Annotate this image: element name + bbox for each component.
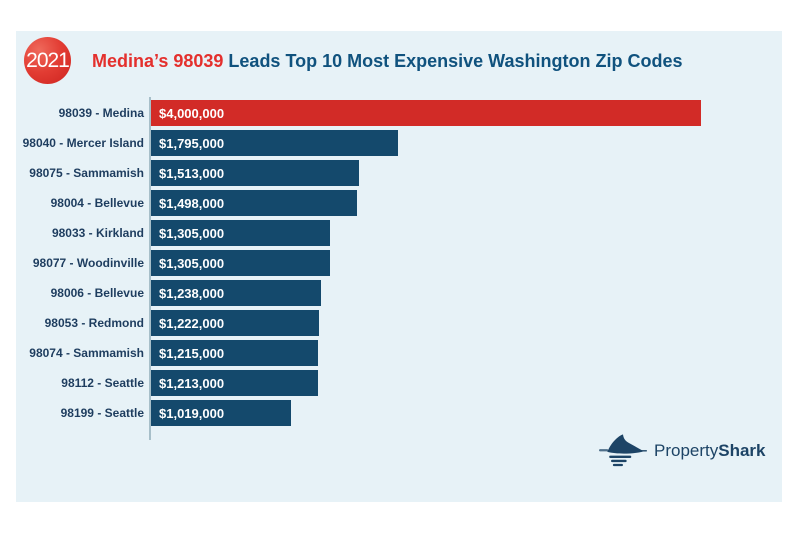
bar-category-label: 98053 - Redmond: [44, 316, 144, 330]
bar-category-label: 98033 - Kirkland: [51, 226, 144, 240]
bar-value-label: $1,238,000: [159, 285, 225, 301]
bar-track: $1,305,000: [151, 220, 701, 246]
bar: $1,222,000: [151, 310, 320, 336]
title-rest: Leads Top 10 Most Expensive Washington Z…: [228, 51, 683, 71]
bar-value-label: $1,305,000: [159, 225, 225, 241]
year-badge: 2021: [24, 37, 71, 84]
bar-category-label: 98077 - Woodinville: [32, 256, 144, 270]
bar-category-label: 98006 - Bellevue: [50, 286, 144, 300]
chart-row: 98077 - Woodinville $1,305,000: [16, 248, 782, 278]
bar-track: $4,000,000: [151, 100, 701, 126]
propertyshark-logo: PropertyShark: [599, 431, 766, 471]
title-highlight: Medina’s 98039: [92, 51, 224, 71]
bar-track: $1,215,000: [151, 340, 701, 366]
bar: $1,305,000: [151, 220, 331, 246]
chart-row: 98199 - Seattle $1,019,000: [16, 398, 782, 428]
bar-category-label: 98039 - Medina: [58, 106, 144, 120]
logo-text-property: Property: [654, 441, 719, 460]
bar-value-label: $1,513,000: [159, 165, 225, 181]
bar: $1,215,000: [151, 340, 319, 366]
chart-row: 98040 - Mercer Island $1,795,000: [16, 128, 782, 158]
bar: $1,213,000: [151, 370, 318, 396]
bar-category-label: 98074 - Sammamish: [29, 346, 144, 360]
bar-value-label: $1,795,000: [159, 135, 225, 151]
bar-track: $1,513,000: [151, 160, 701, 186]
bar: $1,498,000: [151, 190, 357, 216]
page-title: Medina’s 98039 Leads Top 10 Most Expensi…: [92, 50, 772, 73]
bar: $1,238,000: [151, 280, 322, 306]
bar-value-label: $1,222,000: [159, 315, 225, 331]
propertyshark-wordmark: PropertyShark: [654, 441, 766, 461]
chart-row: 98074 - Sammamish $1,215,000: [16, 338, 782, 368]
year-badge-label: 2021: [26, 48, 70, 72]
bar-category-label: 98004 - Bellevue: [50, 196, 144, 210]
chart-row: 98033 - Kirkland $1,305,000: [16, 218, 782, 248]
bar-category-label: 98040 - Mercer Island: [22, 136, 144, 150]
bar: $1,795,000: [151, 130, 398, 156]
bar: $4,000,000: [151, 100, 701, 126]
chart-rows: 98039 - Medina $4,000,000 98040 - Mercer…: [16, 98, 782, 428]
bar-track: $1,238,000: [151, 280, 701, 306]
chart-row: 98053 - Redmond $1,222,000: [16, 308, 782, 338]
bar-track: $1,213,000: [151, 370, 701, 396]
bar: $1,305,000: [151, 250, 331, 276]
bar-chart: 98039 - Medina $4,000,000 98040 - Mercer…: [16, 97, 782, 440]
chart-row: 98006 - Bellevue $1,238,000: [16, 278, 782, 308]
bar-category-label: 98199 - Seattle: [60, 406, 144, 420]
bar-category-label: 98075 - Sammamish: [29, 166, 144, 180]
bar-track: $1,795,000: [151, 130, 701, 156]
bar-value-label: $1,498,000: [159, 195, 225, 211]
bar-track: $1,305,000: [151, 250, 701, 276]
chart-row: 98075 - Sammamish $1,513,000: [16, 158, 782, 188]
bar-track: $1,019,000: [151, 400, 701, 426]
bar-track: $1,222,000: [151, 310, 701, 336]
chart-row: 98004 - Bellevue $1,498,000: [16, 188, 782, 218]
bar-value-label: $4,000,000: [159, 105, 225, 121]
chart-row: 98112 - Seattle $1,213,000: [16, 368, 782, 398]
y-axis-line: [149, 97, 151, 440]
bar: $1,513,000: [151, 160, 359, 186]
bar-value-label: $1,215,000: [159, 345, 225, 361]
shark-icon: [599, 434, 647, 467]
bar: $1,019,000: [151, 400, 292, 426]
bar-value-label: $1,305,000: [159, 255, 225, 271]
bar-category-label: 98112 - Seattle: [61, 376, 144, 390]
bar-value-label: $1,213,000: [159, 375, 225, 391]
bar-value-label: $1,019,000: [159, 405, 225, 421]
bar-track: $1,498,000: [151, 190, 701, 216]
chart-row: 98039 - Medina $4,000,000: [16, 98, 782, 128]
logo-text-shark: Shark: [718, 441, 766, 460]
infographic-card: 2021 Medina’s 98039 Leads Top 10 Most Ex…: [16, 31, 782, 502]
